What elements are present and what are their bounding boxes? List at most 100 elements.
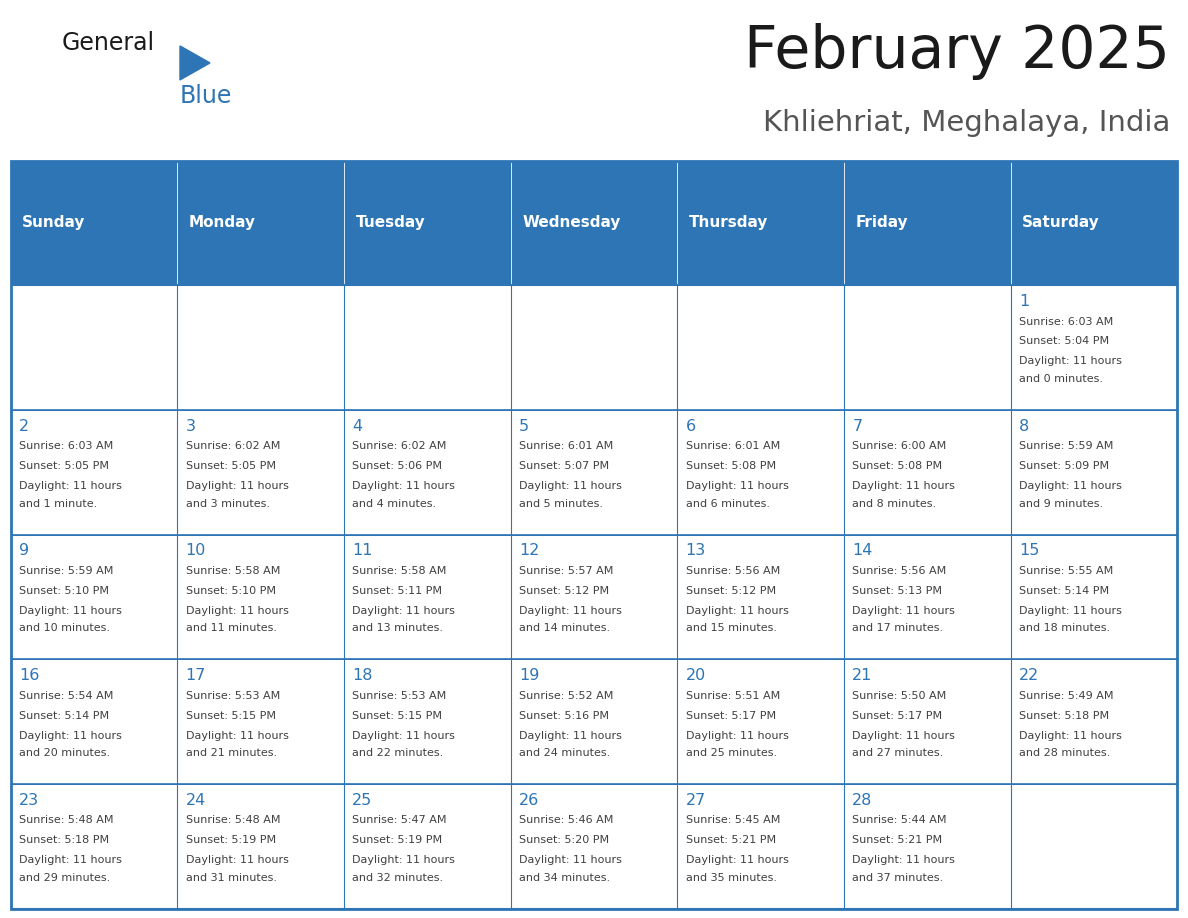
- Text: and 24 minutes.: and 24 minutes.: [519, 748, 611, 758]
- Bar: [177, 534, 345, 659]
- Bar: [677, 534, 843, 659]
- Text: Daylight: 11 hours: Daylight: 11 hours: [19, 731, 122, 741]
- Text: Sunrise: 5:48 AM: Sunrise: 5:48 AM: [185, 815, 280, 825]
- Text: Sunrise: 5:54 AM: Sunrise: 5:54 AM: [19, 690, 113, 700]
- Text: Sunset: 5:04 PM: Sunset: 5:04 PM: [1019, 337, 1110, 346]
- Text: and 11 minutes.: and 11 minutes.: [185, 623, 277, 633]
- Text: and 28 minutes.: and 28 minutes.: [1019, 748, 1111, 758]
- Text: Sunday: Sunday: [23, 216, 86, 230]
- Text: Daylight: 11 hours: Daylight: 11 hours: [519, 731, 621, 741]
- Bar: [843, 410, 1011, 534]
- Text: Sunset: 5:11 PM: Sunset: 5:11 PM: [353, 586, 442, 596]
- Text: 13: 13: [685, 543, 706, 558]
- Text: and 6 minutes.: and 6 minutes.: [685, 498, 770, 509]
- Bar: [677, 161, 843, 285]
- Bar: [1011, 534, 1177, 659]
- Text: Sunrise: 5:58 AM: Sunrise: 5:58 AM: [353, 565, 447, 576]
- Text: and 22 minutes.: and 22 minutes.: [353, 748, 443, 758]
- Text: 9: 9: [19, 543, 30, 558]
- Bar: [677, 410, 843, 534]
- Text: Monday: Monday: [189, 216, 257, 230]
- Text: and 15 minutes.: and 15 minutes.: [685, 623, 777, 633]
- Text: Sunset: 5:07 PM: Sunset: 5:07 PM: [519, 461, 609, 471]
- Text: 10: 10: [185, 543, 206, 558]
- Bar: [345, 659, 511, 784]
- Text: Sunrise: 5:51 AM: Sunrise: 5:51 AM: [685, 690, 779, 700]
- Text: Sunrise: 6:01 AM: Sunrise: 6:01 AM: [685, 442, 779, 452]
- Text: Sunrise: 5:56 AM: Sunrise: 5:56 AM: [852, 565, 947, 576]
- Text: Sunset: 5:17 PM: Sunset: 5:17 PM: [852, 711, 942, 721]
- Text: Daylight: 11 hours: Daylight: 11 hours: [852, 481, 955, 491]
- Text: Daylight: 11 hours: Daylight: 11 hours: [685, 731, 789, 741]
- Text: Khliehriat, Meghalaya, India: Khliehriat, Meghalaya, India: [763, 109, 1170, 138]
- Text: Sunrise: 5:59 AM: Sunrise: 5:59 AM: [1019, 442, 1113, 452]
- Text: Sunset: 5:05 PM: Sunset: 5:05 PM: [185, 461, 276, 471]
- Text: Daylight: 11 hours: Daylight: 11 hours: [852, 606, 955, 616]
- Text: Daylight: 11 hours: Daylight: 11 hours: [685, 481, 789, 491]
- Text: and 1 minute.: and 1 minute.: [19, 498, 97, 509]
- Text: February 2025: February 2025: [744, 23, 1170, 81]
- Text: Sunset: 5:20 PM: Sunset: 5:20 PM: [519, 835, 609, 845]
- Text: Sunset: 5:15 PM: Sunset: 5:15 PM: [353, 711, 442, 721]
- Text: and 3 minutes.: and 3 minutes.: [185, 498, 270, 509]
- Text: Daylight: 11 hours: Daylight: 11 hours: [353, 856, 455, 865]
- Text: 12: 12: [519, 543, 539, 558]
- Bar: [1011, 784, 1177, 909]
- Text: Daylight: 11 hours: Daylight: 11 hours: [519, 606, 621, 616]
- Text: 5: 5: [519, 419, 529, 434]
- Text: Sunset: 5:08 PM: Sunset: 5:08 PM: [685, 461, 776, 471]
- Text: Sunrise: 5:52 AM: Sunrise: 5:52 AM: [519, 690, 613, 700]
- Text: Sunrise: 5:55 AM: Sunrise: 5:55 AM: [1019, 565, 1113, 576]
- Text: 23: 23: [19, 793, 39, 808]
- Text: Daylight: 11 hours: Daylight: 11 hours: [19, 481, 122, 491]
- Text: and 31 minutes.: and 31 minutes.: [185, 873, 277, 883]
- Text: Sunset: 5:06 PM: Sunset: 5:06 PM: [353, 461, 442, 471]
- Text: and 20 minutes.: and 20 minutes.: [19, 748, 110, 758]
- Text: Tuesday: Tuesday: [355, 216, 425, 230]
- Text: 27: 27: [685, 793, 706, 808]
- Text: Sunrise: 6:02 AM: Sunrise: 6:02 AM: [185, 442, 280, 452]
- Text: and 8 minutes.: and 8 minutes.: [852, 498, 936, 509]
- Bar: [345, 534, 511, 659]
- Text: 11: 11: [353, 543, 373, 558]
- Text: Blue: Blue: [181, 84, 233, 108]
- Text: 1: 1: [1019, 294, 1029, 309]
- Bar: [511, 659, 677, 784]
- Text: Sunrise: 5:48 AM: Sunrise: 5:48 AM: [19, 815, 114, 825]
- Text: Sunrise: 5:59 AM: Sunrise: 5:59 AM: [19, 565, 113, 576]
- Text: Friday: Friday: [855, 216, 909, 230]
- Text: Sunset: 5:18 PM: Sunset: 5:18 PM: [1019, 711, 1110, 721]
- Text: 26: 26: [519, 793, 539, 808]
- Text: Saturday: Saturday: [1023, 216, 1100, 230]
- Text: Sunset: 5:21 PM: Sunset: 5:21 PM: [852, 835, 942, 845]
- Text: Sunset: 5:19 PM: Sunset: 5:19 PM: [353, 835, 442, 845]
- Text: Sunrise: 5:47 AM: Sunrise: 5:47 AM: [353, 815, 447, 825]
- Text: Sunrise: 5:45 AM: Sunrise: 5:45 AM: [685, 815, 781, 825]
- Bar: [11, 534, 177, 659]
- Text: Daylight: 11 hours: Daylight: 11 hours: [852, 856, 955, 865]
- Bar: [11, 659, 177, 784]
- Bar: [677, 784, 843, 909]
- Text: Sunset: 5:09 PM: Sunset: 5:09 PM: [1019, 461, 1110, 471]
- Text: Sunrise: 5:56 AM: Sunrise: 5:56 AM: [685, 565, 779, 576]
- Text: Sunrise: 5:53 AM: Sunrise: 5:53 AM: [185, 690, 280, 700]
- Text: Sunrise: 6:03 AM: Sunrise: 6:03 AM: [1019, 317, 1113, 327]
- Text: 16: 16: [19, 668, 39, 683]
- Bar: [843, 784, 1011, 909]
- Polygon shape: [181, 46, 210, 80]
- Bar: [345, 161, 511, 285]
- Bar: [1011, 410, 1177, 534]
- Text: Daylight: 11 hours: Daylight: 11 hours: [353, 606, 455, 616]
- Text: Daylight: 11 hours: Daylight: 11 hours: [185, 481, 289, 491]
- Text: Daylight: 11 hours: Daylight: 11 hours: [685, 856, 789, 865]
- Text: and 17 minutes.: and 17 minutes.: [852, 623, 943, 633]
- Text: Sunrise: 6:00 AM: Sunrise: 6:00 AM: [852, 442, 947, 452]
- Bar: [345, 410, 511, 534]
- Text: Daylight: 11 hours: Daylight: 11 hours: [519, 481, 621, 491]
- Text: Sunset: 5:14 PM: Sunset: 5:14 PM: [1019, 586, 1110, 596]
- Text: 6: 6: [685, 419, 696, 434]
- Bar: [511, 784, 677, 909]
- Bar: [177, 410, 345, 534]
- Text: Daylight: 11 hours: Daylight: 11 hours: [1019, 356, 1121, 366]
- Text: Sunset: 5:17 PM: Sunset: 5:17 PM: [685, 711, 776, 721]
